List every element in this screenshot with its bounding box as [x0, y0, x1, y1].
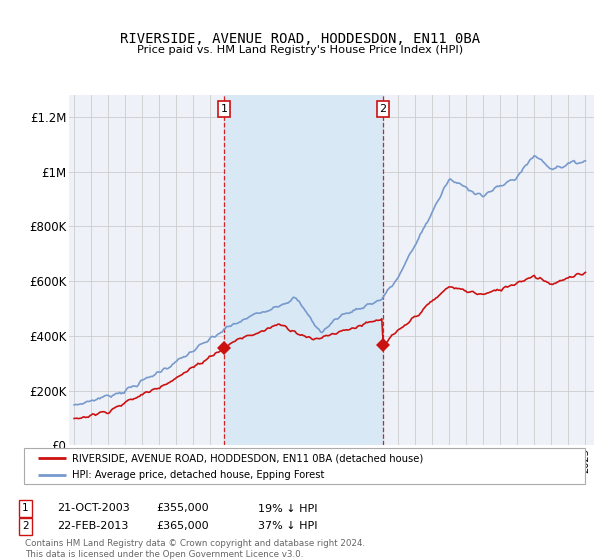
Text: £365,000: £365,000 — [156, 521, 209, 531]
Text: £355,000: £355,000 — [156, 503, 209, 514]
Text: 2: 2 — [22, 521, 29, 531]
Text: RIVERSIDE, AVENUE ROAD, HODDESDON, EN11 0BA: RIVERSIDE, AVENUE ROAD, HODDESDON, EN11 … — [120, 32, 480, 46]
Text: Price paid vs. HM Land Registry's House Price Index (HPI): Price paid vs. HM Land Registry's House … — [137, 45, 463, 55]
FancyBboxPatch shape — [24, 448, 585, 484]
Text: 19% ↓ HPI: 19% ↓ HPI — [258, 503, 317, 514]
Text: 22-FEB-2013: 22-FEB-2013 — [57, 521, 128, 531]
Text: 21-OCT-2003: 21-OCT-2003 — [57, 503, 130, 514]
Text: RIVERSIDE, AVENUE ROAD, HODDESDON, EN11 0BA (detached house): RIVERSIDE, AVENUE ROAD, HODDESDON, EN11 … — [71, 453, 423, 463]
Text: Contains HM Land Registry data © Crown copyright and database right 2024.
This d: Contains HM Land Registry data © Crown c… — [25, 539, 365, 559]
Text: 2: 2 — [379, 104, 386, 114]
Text: 37% ↓ HPI: 37% ↓ HPI — [258, 521, 317, 531]
Bar — [224, 95, 383, 445]
Text: 1: 1 — [22, 503, 29, 514]
Text: 1: 1 — [221, 104, 227, 114]
Text: HPI: Average price, detached house, Epping Forest: HPI: Average price, detached house, Eppi… — [71, 470, 324, 480]
